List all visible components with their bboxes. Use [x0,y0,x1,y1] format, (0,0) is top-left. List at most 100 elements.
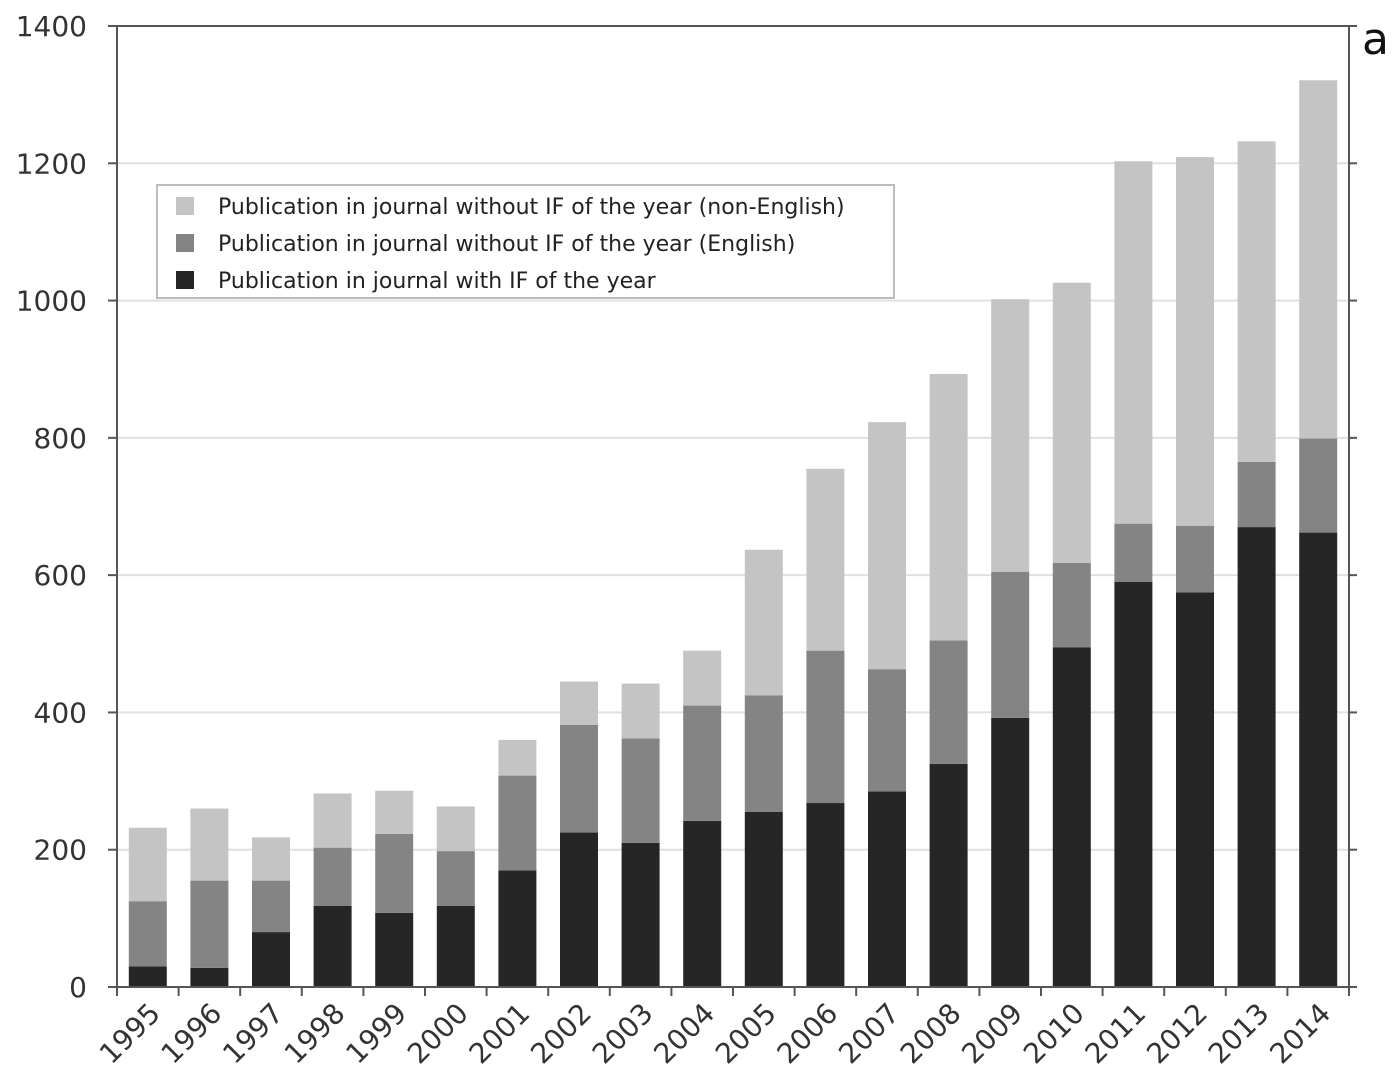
legend-label: Publication in journal with IF of the ye… [218,269,657,294]
bar-stack [1114,161,1153,987]
bar-segment [1052,282,1091,563]
bar-stack [1237,141,1276,987]
y-tick-label: 1400 [16,10,87,43]
bar-segment [744,695,783,812]
legend: Publication in journal without IF of the… [156,184,895,299]
bar-segment [1237,461,1276,528]
y-tick-label: 200 [34,834,87,867]
bar-segment [683,650,722,706]
bar-segment [498,775,537,871]
bar-segment [1052,562,1091,648]
bar-stack [128,827,167,987]
x-tick-label: 2005 [709,997,783,1071]
legend-label: Publication in journal without IF of the… [218,232,795,257]
bar-stack [683,650,722,987]
bar-stack [744,549,783,987]
bar-stack [929,374,968,987]
bar-segment [128,901,167,967]
bar-segment [252,932,290,987]
bar-segment [498,739,537,776]
bar-stack [1052,282,1091,987]
bar-segment [252,837,290,881]
bar-segment [991,717,1030,987]
y-axis-ticks: 0 200 400 600 800 1000 1200 1400 [16,10,1357,1004]
bar-segment [313,847,352,907]
bar-segment [436,851,475,907]
bar-segment [1299,532,1338,987]
bar-stack [190,808,229,987]
panel-label: a [1362,14,1389,65]
bar-segment [375,790,414,834]
bar-stack [560,681,598,987]
bar-segment [868,791,906,987]
bar-segment [1052,647,1091,987]
bar-segment [621,738,660,843]
bar-segment [1114,161,1153,524]
x-tick-label: 1997 [216,997,290,1071]
bar-segment [929,374,968,641]
bar-segment [313,793,352,848]
bar-segment [929,763,968,987]
bar-segment [313,906,352,987]
bar-segment [190,808,229,881]
bar-stack [868,422,906,987]
x-tick-label: 2000 [401,997,475,1071]
bar-segment [560,681,598,725]
bar-segment [1299,80,1338,439]
legend-swatch [176,197,194,215]
bar-segment [190,880,229,968]
x-tick-label: 2010 [1017,997,1091,1071]
x-tick-label: 2013 [1202,997,1276,1071]
bar-stacks [128,80,1338,987]
x-tick-label: 2001 [463,997,537,1071]
bar-segment [683,705,722,821]
x-tick-label: 2008 [894,997,968,1071]
bar-stack [313,793,352,987]
bar-segment [1176,525,1214,593]
bar-stack [621,683,660,987]
x-tick-label: 2012 [1140,997,1214,1071]
bar-segment [744,811,783,987]
bar-segment [683,820,722,987]
bar-segment [621,683,660,739]
bar-segment [929,640,968,764]
y-tick-label: 1200 [16,147,87,180]
bar-segment [498,870,537,987]
bar-stack [1299,80,1338,987]
bar-stack [498,739,537,987]
legend-swatch [176,234,194,252]
bar-segment [436,806,475,852]
y-tick-label: 600 [34,559,87,592]
bar-segment [806,468,845,651]
y-tick-label: 400 [34,696,87,729]
bar-segment [375,833,414,913]
bar-segment [806,650,845,804]
bar-segment [806,803,845,987]
legend-box [156,184,895,299]
bar-segment [1176,157,1214,526]
x-tick-label: 2003 [586,997,660,1071]
bar-segment [436,906,475,987]
bar-segment [744,549,783,696]
bar-segment [1237,141,1276,462]
x-tick-label: 2011 [1079,997,1153,1071]
bar-segment [375,912,414,987]
x-tick-label: 2009 [955,997,1029,1071]
y-tick-label: 1000 [16,285,87,318]
plot-frame [116,25,1350,988]
x-tick-label: 2006 [771,997,845,1071]
bar-segment [991,571,1030,718]
bar-segment [1237,527,1276,987]
bar-stack [436,806,475,987]
x-tick-label: 2014 [1263,997,1337,1071]
bar-segment [252,880,290,933]
bar-segment [868,422,906,670]
bar-segment [868,669,906,792]
bar-segment [560,724,598,833]
bar-segment [1299,438,1338,533]
x-tick-label: 1996 [155,997,229,1071]
bar-segment [1114,523,1153,583]
y-tick-label: 0 [69,971,87,1004]
bar-segment [1114,582,1153,987]
